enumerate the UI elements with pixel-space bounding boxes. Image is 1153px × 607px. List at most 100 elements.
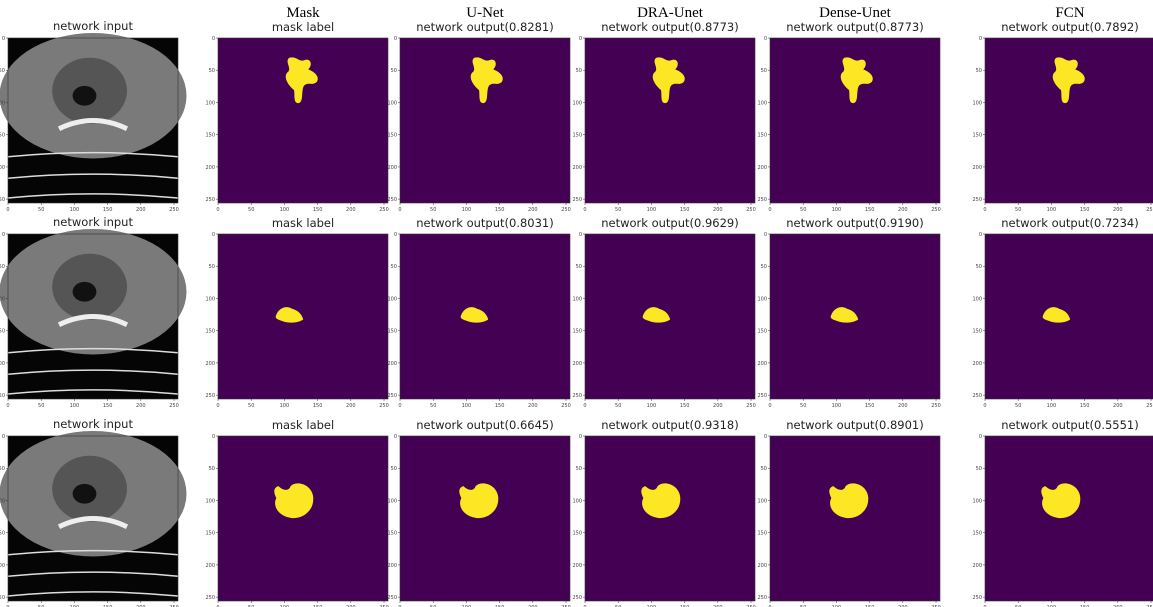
x-tick-label: 150 xyxy=(103,207,113,213)
panel-title: mask label xyxy=(272,418,334,432)
x-tick-label: 250 xyxy=(931,207,941,213)
mask-image xyxy=(218,436,388,601)
y-tick-label: 100 xyxy=(205,498,215,504)
y-tick-label: 0 xyxy=(212,36,215,42)
y-tick-label: 50 xyxy=(0,68,5,74)
y-tick-label: 150 xyxy=(387,531,397,537)
y-tick-label: 150 xyxy=(387,133,397,139)
x-tick-label: 100 xyxy=(647,403,657,409)
x-tick-label: 100 xyxy=(1047,403,1057,409)
y-tick-label: 250 xyxy=(757,393,767,399)
y-tick-label: 100 xyxy=(387,498,397,504)
y-tick-label: 200 xyxy=(757,361,767,367)
x-tick-label: 50 xyxy=(800,207,806,213)
x-tick-label: 250 xyxy=(746,207,756,213)
x-tick-label: 200 xyxy=(528,403,538,409)
y-tick-label: 150 xyxy=(572,531,582,537)
y-tick-label: 100 xyxy=(572,498,582,504)
panel-title: network output(0.9318) xyxy=(601,418,739,432)
x-tick-label: 0 xyxy=(768,207,771,213)
panel-title: network output(0.8901) xyxy=(786,418,924,432)
x-tick-label: 200 xyxy=(1113,207,1123,213)
column-header: FCN xyxy=(1055,5,1084,21)
y-tick-label: 50 xyxy=(391,466,397,472)
y-tick-label: 250 xyxy=(387,595,397,601)
y-tick-label: 150 xyxy=(572,329,582,335)
x-tick-label: 100 xyxy=(647,207,657,213)
panel-title: network input xyxy=(53,417,133,431)
x-tick-label: 200 xyxy=(713,207,723,213)
y-tick-label: 200 xyxy=(205,361,215,367)
x-tick-label: 50 xyxy=(615,207,621,213)
x-tick-label: 200 xyxy=(346,403,356,409)
y-tick-label: 200 xyxy=(0,361,5,367)
figure-row: network input005050100100150150200200250… xyxy=(0,19,1153,213)
panel-title: network output(0.8773) xyxy=(786,20,924,34)
y-tick-label: 150 xyxy=(757,329,767,335)
x-tick-label: 150 xyxy=(865,403,875,409)
y-tick-label: 150 xyxy=(0,133,5,139)
y-tick-label: 50 xyxy=(0,264,5,270)
y-tick-label: 0 xyxy=(2,232,5,238)
x-tick-label: 100 xyxy=(70,403,80,409)
x-tick-label: 50 xyxy=(1015,403,1021,409)
y-tick-label: 0 xyxy=(394,232,397,238)
y-tick-label: 100 xyxy=(972,296,982,302)
x-tick-label: 150 xyxy=(495,207,505,213)
y-tick-label: 250 xyxy=(205,197,215,203)
x-tick-label: 100 xyxy=(462,207,472,213)
y-tick-label: 200 xyxy=(387,563,397,569)
x-tick-label: 250 xyxy=(379,403,389,409)
panel-title: network output(0.7892) xyxy=(1001,20,1139,34)
y-tick-label: 0 xyxy=(2,36,5,42)
ct-lumen xyxy=(73,86,97,106)
x-tick-label: 250 xyxy=(746,403,756,409)
x-tick-label: 250 xyxy=(169,403,179,409)
x-tick-label: 150 xyxy=(103,403,113,409)
figure-row: network input 0 0 50 50 100 100 150 150 200 200 250… xyxy=(0,417,1153,607)
y-tick-label: 150 xyxy=(0,329,5,335)
y-tick-label: 50 xyxy=(976,264,982,270)
panel-title: network output(0.9190) xyxy=(786,216,924,230)
y-tick-label: 250 xyxy=(0,197,5,203)
x-tick-label: 150 xyxy=(680,403,690,409)
x-tick-label: 100 xyxy=(1047,207,1057,213)
y-tick-label: 50 xyxy=(0,466,5,472)
x-tick-label: 250 xyxy=(561,403,571,409)
y-tick-label: 150 xyxy=(757,133,767,139)
column-header: Mask xyxy=(286,5,320,21)
y-tick-label: 250 xyxy=(972,197,982,203)
y-tick-label: 250 xyxy=(387,393,397,399)
x-tick-label: 250 xyxy=(561,207,571,213)
mask-image xyxy=(585,436,755,601)
y-tick-label: 0 xyxy=(979,36,982,42)
x-tick-label: 250 xyxy=(1146,207,1153,213)
y-tick-label: 250 xyxy=(972,393,982,399)
panel-title: mask label xyxy=(272,20,334,34)
panel-title: network output(0.8773) xyxy=(601,20,739,34)
y-tick-label: 200 xyxy=(387,361,397,367)
y-tick-label: 0 xyxy=(979,434,982,440)
x-tick-label: 0 xyxy=(983,207,986,213)
mask-image xyxy=(985,436,1153,601)
x-tick-label: 150 xyxy=(865,207,875,213)
x-tick-label: 0 xyxy=(398,403,401,409)
y-tick-label: 150 xyxy=(972,329,982,335)
y-tick-label: 100 xyxy=(757,296,767,302)
y-tick-label: 0 xyxy=(579,434,582,440)
y-tick-label: 250 xyxy=(757,197,767,203)
x-tick-label: 250 xyxy=(169,207,179,213)
x-tick-label: 50 xyxy=(248,403,254,409)
y-tick-label: 250 xyxy=(0,595,5,601)
x-tick-label: 200 xyxy=(713,403,723,409)
x-tick-label: 250 xyxy=(1146,403,1153,409)
y-tick-label: 100 xyxy=(972,498,982,504)
y-tick-label: 100 xyxy=(0,296,5,302)
y-tick-label: 0 xyxy=(212,434,215,440)
y-tick-label: 200 xyxy=(572,563,582,569)
y-tick-label: 250 xyxy=(757,595,767,601)
panel-title: network output(0.8281) xyxy=(416,20,554,34)
y-tick-label: 0 xyxy=(394,36,397,42)
y-tick-label: 50 xyxy=(761,466,767,472)
x-tick-label: 150 xyxy=(1080,403,1090,409)
